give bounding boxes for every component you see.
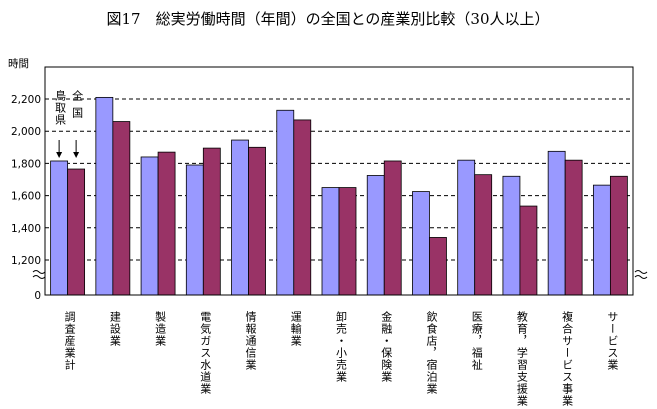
- bar-tottori: [95, 96, 114, 296]
- bar-national: [429, 237, 447, 296]
- bar-tottori: [412, 191, 430, 296]
- bar-national: [609, 175, 628, 296]
- y-tick-label: 1,800: [11, 158, 41, 170]
- category-label: 運輸業: [289, 311, 302, 347]
- bar-tottori: [457, 159, 476, 296]
- bar-national: [67, 168, 86, 296]
- y-tick-label: 2,000: [11, 126, 41, 138]
- bar-national: [293, 119, 312, 296]
- bar-tottori: [321, 187, 340, 296]
- axis-break-mark: [32, 270, 46, 274]
- axis-break-mark: [634, 275, 648, 279]
- legend-arrowhead: [56, 152, 63, 158]
- y-axis-unit: 時間: [8, 58, 29, 70]
- axes: [32, 66, 648, 296]
- bar-national: [202, 147, 221, 296]
- bar-tottori: [231, 139, 249, 296]
- y-tick-label: 1,200: [11, 255, 41, 267]
- bar-national: [338, 187, 357, 296]
- category-label: 調査産業計: [63, 310, 76, 371]
- category-label: 飲食店，宿泊業: [425, 310, 438, 395]
- bar-tottori: [140, 156, 159, 296]
- category-label: 医療，福祉: [470, 311, 483, 371]
- category-label: 教育，学習支援業: [515, 311, 528, 407]
- y-tick-label: 2,200: [11, 94, 41, 106]
- y-tick-label: 1,600: [11, 191, 41, 203]
- category-label: 複合サービス事業: [561, 310, 574, 407]
- category-label: サービス業: [606, 311, 619, 371]
- legend-label-tottori: 鳥取県: [54, 89, 67, 126]
- category-label: 電気ガス水道業: [199, 311, 212, 395]
- legend-arrowhead: [73, 152, 80, 158]
- bar-national: [112, 121, 131, 296]
- category-label: 情報通信業: [244, 311, 257, 371]
- category-label: 金融・保険業: [380, 310, 393, 383]
- bar-tottori: [366, 175, 385, 296]
- category-label: 卸売・小売業: [335, 310, 348, 383]
- chart-title: 図17 総実労働時間（年間）の全国との産業別比較（30人以上）: [106, 10, 549, 28]
- bar-tottori: [502, 175, 521, 296]
- bar-national: [157, 151, 176, 296]
- axis-break-mark: [634, 270, 648, 274]
- bar-national: [474, 174, 493, 296]
- category-label: 製造業: [154, 310, 167, 347]
- y-tick-labels: 1,200 1,400 1,600 1,800 2,000 2,200 0: [11, 94, 41, 302]
- y-tick-label: 1,400: [11, 223, 41, 235]
- legend-label-national: 全国: [71, 89, 84, 124]
- y-tick-label: 0: [34, 290, 41, 302]
- bar-tottori: [547, 150, 566, 296]
- bar-tottori: [276, 109, 295, 296]
- bars: [50, 96, 628, 296]
- bar-national: [383, 160, 402, 296]
- bar-tottori: [592, 184, 611, 296]
- bar-tottori: [50, 160, 69, 296]
- bar-tottori: [185, 164, 204, 296]
- axis-break-mark: [32, 275, 46, 279]
- bar-national: [248, 146, 266, 296]
- legend: 鳥取県 全国: [54, 89, 84, 158]
- plot-border: [44, 66, 634, 296]
- bar-national: [519, 205, 538, 296]
- category-label: 建設業: [108, 310, 121, 347]
- category-labels: 調査産業計 建設業 製造業 電気ガス水道業 情報通信業 運輸業 卸売・小売業 金融・保険業 飲食…: [63, 310, 619, 407]
- bar-national: [564, 159, 583, 296]
